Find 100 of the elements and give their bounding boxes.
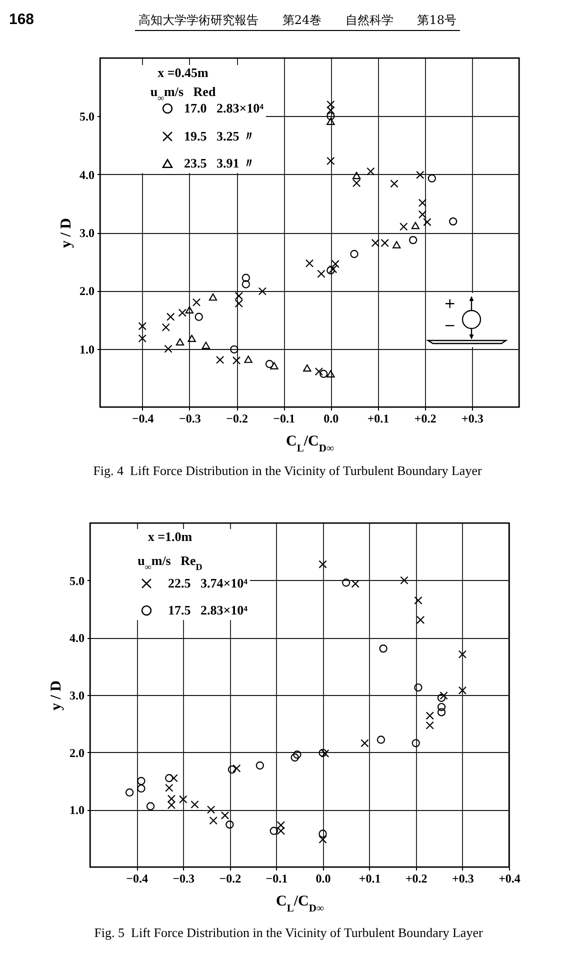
point	[165, 784, 174, 792]
y-tick-label: 3.0	[80, 226, 94, 240]
point	[234, 299, 243, 308]
point	[449, 217, 458, 226]
text: Fig. 5 Lift Force Distribution in the Vicinity of Turbulent Boundary Layer	[94, 925, 484, 940]
point	[178, 308, 186, 317]
text: Fig. 4 Lift Force Distribution in the Vicinity of Turbulent Boundary Layer	[93, 463, 482, 478]
point	[400, 222, 408, 231]
point	[234, 292, 243, 300]
point	[320, 370, 328, 378]
point	[188, 334, 196, 342]
point	[326, 112, 335, 120]
point	[379, 644, 388, 653]
x-tick-label: −0.1	[266, 872, 288, 886]
point	[138, 334, 146, 342]
point	[202, 342, 210, 349]
point	[232, 356, 241, 365]
x-tick-label: −0.3	[172, 872, 195, 886]
point	[190, 800, 199, 809]
point	[437, 708, 446, 716]
point	[232, 764, 241, 772]
x-tick-label: −0.4	[126, 872, 148, 886]
point	[167, 794, 176, 803]
point	[230, 345, 238, 354]
point	[179, 795, 188, 804]
point	[390, 180, 398, 188]
y-tick-label: 2.0	[70, 746, 84, 760]
point	[137, 776, 146, 786]
point	[276, 826, 285, 835]
point	[242, 280, 250, 288]
y-tick-label: 5.0	[70, 574, 84, 588]
point	[167, 800, 176, 810]
legend-label: 17.0 2.83×10⁴	[184, 100, 264, 116]
point	[350, 250, 358, 258]
point	[164, 344, 172, 353]
x-tick-label: +0.3	[452, 872, 474, 886]
point	[270, 362, 278, 370]
point	[170, 774, 178, 782]
point	[137, 784, 146, 793]
point	[318, 748, 327, 757]
point	[303, 364, 312, 372]
point	[400, 576, 408, 584]
point	[192, 298, 201, 306]
point	[125, 788, 134, 797]
point	[208, 293, 218, 301]
point	[244, 356, 252, 363]
point	[206, 806, 216, 814]
point	[437, 702, 446, 712]
y-tick-label: 3.0	[70, 688, 84, 702]
legend-label: 19.5 3.25 〃	[184, 128, 256, 144]
y-tick-label: 4.0	[70, 631, 84, 646]
point	[418, 198, 427, 207]
point	[418, 210, 427, 219]
point	[242, 274, 250, 282]
y-tick-label: 4.0	[80, 168, 94, 182]
annotation: −	[444, 318, 456, 334]
x-tick-label: +0.1	[367, 412, 390, 426]
point	[411, 222, 420, 230]
point	[220, 811, 230, 820]
point	[414, 683, 422, 692]
point	[265, 360, 274, 368]
point	[423, 218, 432, 226]
x-tick-label: 0.0	[324, 412, 339, 426]
x-tick-label: −0.3	[179, 412, 201, 426]
point	[166, 312, 175, 321]
point	[458, 686, 467, 694]
point	[321, 749, 330, 758]
point	[360, 739, 369, 748]
point	[328, 265, 338, 274]
point	[256, 761, 264, 770]
point	[165, 774, 174, 782]
point	[138, 322, 146, 330]
x-tick-label: +0.2	[414, 412, 436, 426]
point	[366, 167, 375, 176]
point	[458, 650, 467, 658]
point	[440, 691, 448, 700]
point	[412, 739, 420, 748]
point	[293, 750, 302, 759]
point	[376, 736, 386, 744]
legend-title: x =0.45m u$_{∞}$m/s Red	[150, 65, 216, 103]
x-tick-label: +0.3	[462, 412, 484, 426]
point	[352, 172, 361, 180]
x-tick-label: −0.4	[132, 412, 154, 426]
point	[426, 721, 434, 730]
y-tick-label: 2.0	[80, 284, 94, 298]
point	[342, 578, 350, 587]
point	[318, 560, 327, 568]
y-tick-label: 1.0	[80, 342, 94, 356]
point	[176, 338, 184, 346]
point	[270, 826, 278, 835]
point	[226, 820, 234, 829]
x-tick-label: +0.4	[498, 872, 520, 886]
x-tick-label: +0.2	[405, 872, 428, 886]
point	[216, 356, 224, 364]
legend-label: 23.5 3.91 〃	[184, 156, 256, 170]
text: 高知大学学術研究報告 第24巻 自然科学 第18号	[135, 12, 460, 31]
text: 168	[9, 11, 34, 28]
point	[426, 712, 434, 720]
point	[326, 370, 335, 378]
point	[408, 236, 418, 244]
